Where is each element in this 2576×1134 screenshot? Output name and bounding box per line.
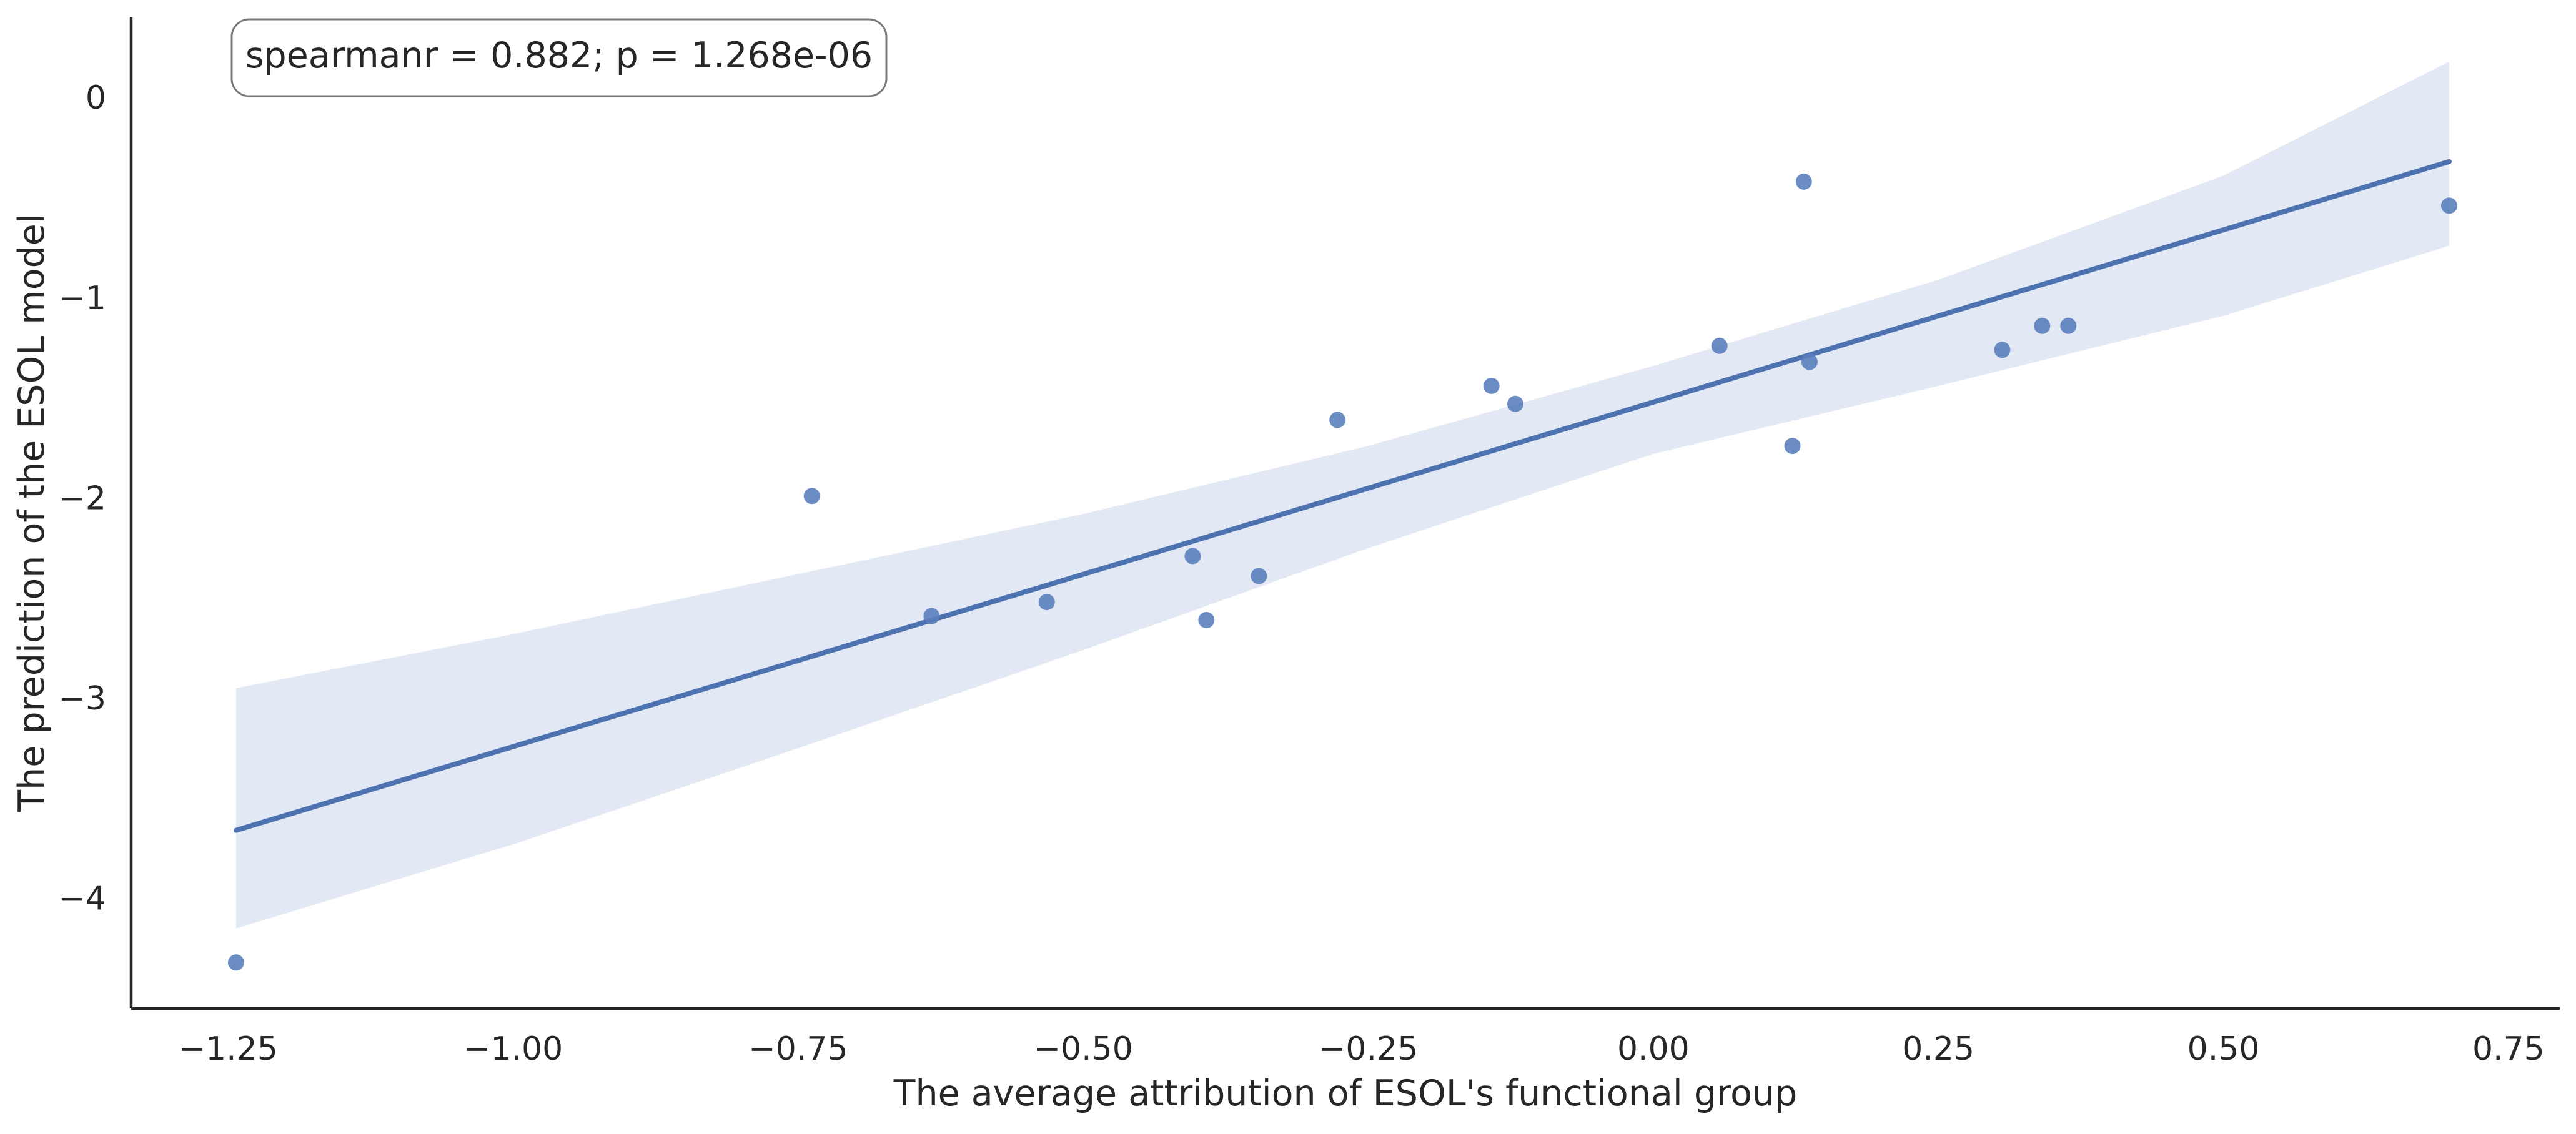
data-point (803, 488, 820, 505)
data-point (1801, 353, 1818, 370)
data-point (1784, 438, 1801, 455)
y-tick-labels: 0 −1 −2 −3 −4 (58, 79, 106, 917)
data-point (2440, 197, 2457, 214)
stats-annotation: spearmanr = 0.882; p = 1.268e-06 (230, 18, 888, 97)
data-point (1711, 337, 1728, 354)
x-tick-label: 0.50 (2187, 1030, 2260, 1068)
y-axis-label: The prediction of the ESOL model (11, 214, 52, 812)
data-point (1184, 548, 1201, 565)
data-point (1507, 395, 1523, 412)
y-tick-label: 0 (86, 79, 106, 117)
x-tick-label: −1.25 (178, 1030, 277, 1068)
regression-line (233, 159, 2452, 833)
x-tick-label: −0.75 (748, 1030, 848, 1068)
data-point (1038, 594, 1055, 611)
data-point (2034, 317, 2051, 334)
x-tick-label: 0.75 (2472, 1030, 2545, 1068)
data-point (1198, 612, 1215, 629)
stats-annotation-text: spearmanr = 0.882; p = 1.268e-06 (245, 35, 873, 76)
x-tick-label: 0.25 (1902, 1030, 1974, 1068)
data-point (1483, 377, 1500, 394)
x-tick-label: −0.50 (1033, 1030, 1132, 1068)
data-point (1994, 342, 2011, 358)
y-tick-label: −3 (58, 680, 106, 717)
data-point (227, 954, 244, 971)
regression-line-layer (233, 159, 2452, 833)
y-tick-label: −4 (58, 880, 106, 918)
x-tick-label: −1.00 (463, 1030, 563, 1068)
stats-annotation-box (230, 18, 888, 97)
y-tick-label: −1 (58, 280, 106, 317)
data-point (1329, 412, 1346, 428)
data-point (1251, 568, 1267, 584)
y-tick-label: −2 (58, 480, 106, 517)
x-tick-label: 0.00 (1617, 1030, 1690, 1068)
data-point (2060, 317, 2077, 334)
data-point (923, 608, 940, 624)
scatter-points-layer (227, 173, 2457, 971)
data-point (1795, 173, 1812, 190)
x-tick-labels: −1.25 −1.00 −0.75 −0.50 −0.25 0.00 0.25 0.50 0.7… (178, 1030, 2544, 1068)
x-tick-label: −0.25 (1319, 1030, 1418, 1068)
x-axis-label: The average attribution of ESOL's functi… (893, 1073, 1798, 1114)
